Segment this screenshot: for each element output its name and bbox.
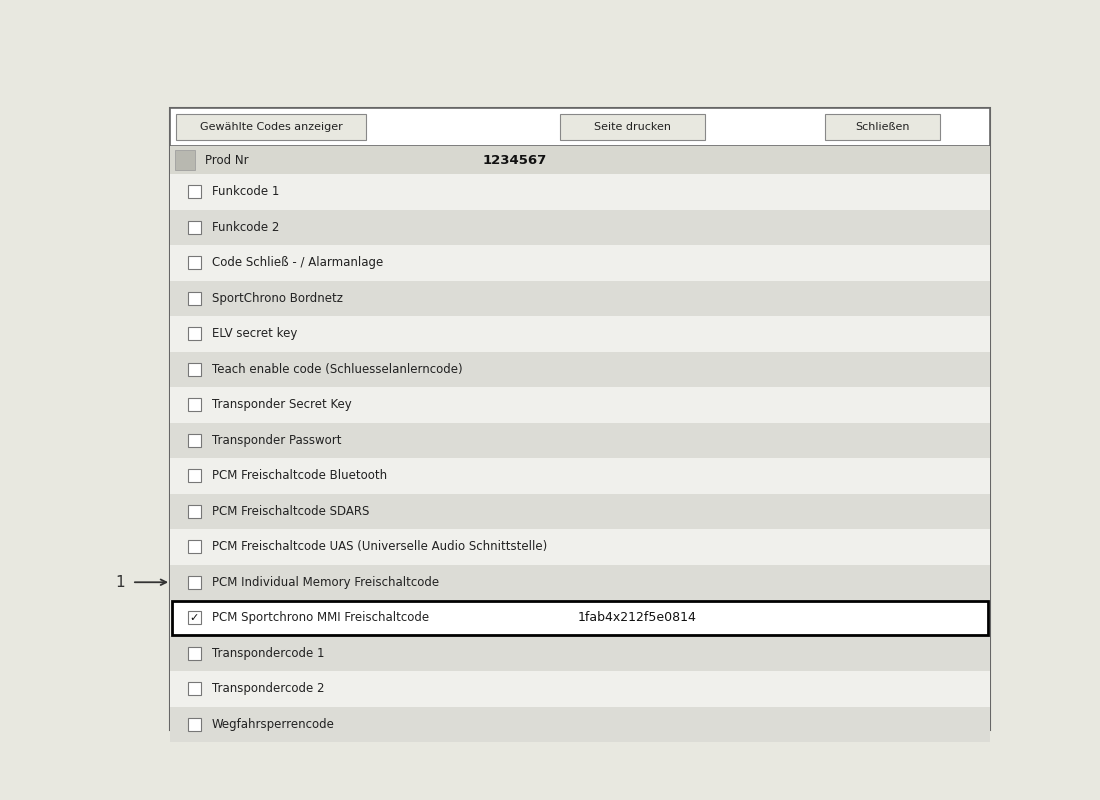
Bar [176, 114, 366, 140]
Text: PCM Individual Memory Freischaltcode: PCM Individual Memory Freischaltcode [212, 576, 439, 589]
Text: Funkcode 2: Funkcode 2 [212, 221, 279, 234]
Bar [188, 611, 201, 624]
Text: Wegfahrsperrencode: Wegfahrsperrencode [212, 718, 334, 730]
Bar [188, 646, 201, 660]
Bar [170, 146, 990, 174]
Text: Code Schließ - / Alarmanlage: Code Schließ - / Alarmanlage [212, 256, 383, 270]
Text: Prod Nr: Prod Nr [205, 154, 249, 166]
Bar [170, 281, 990, 316]
Bar [188, 576, 201, 589]
Ellipse shape [760, 335, 840, 445]
Text: Transpondercode 2: Transpondercode 2 [212, 682, 324, 695]
Text: Schließen: Schließen [856, 122, 910, 132]
Text: ✓: ✓ [190, 613, 199, 622]
Bar [188, 718, 201, 730]
Text: 1fab4x212f5e0814: 1fab4x212f5e0814 [578, 611, 696, 624]
Text: 1234567: 1234567 [482, 154, 547, 166]
Text: PORSCHE: PORSCHE [719, 295, 881, 325]
Bar [170, 494, 990, 529]
Bar [188, 434, 201, 446]
Bar [188, 256, 201, 270]
Text: SportChrono Bordnetz: SportChrono Bordnetz [212, 292, 343, 305]
Text: 1: 1 [116, 574, 124, 590]
Bar [170, 671, 990, 706]
Bar [170, 351, 990, 387]
Bar [825, 114, 940, 140]
Bar [170, 565, 990, 600]
Bar [170, 529, 990, 565]
Text: PCM Sportchrono MMI Freischaltcode: PCM Sportchrono MMI Freischaltcode [212, 611, 429, 624]
Bar [188, 505, 201, 518]
Bar [170, 245, 990, 281]
Bar [170, 210, 990, 245]
Text: Transponder Passwort: Transponder Passwort [212, 434, 341, 446]
Text: PCM Freischaltcode Bluetooth: PCM Freischaltcode Bluetooth [212, 470, 387, 482]
Text: Transponder Secret Key: Transponder Secret Key [212, 398, 352, 411]
Bar [170, 458, 990, 494]
Text: Transpondercode 1: Transpondercode 1 [212, 646, 324, 660]
Text: Seite drucken: Seite drucken [594, 122, 671, 132]
Bar [172, 601, 988, 634]
Bar [170, 316, 990, 351]
Text: Teach enable code (Schluesselanlerncode): Teach enable code (Schluesselanlerncode) [212, 362, 463, 376]
Bar [170, 706, 990, 742]
Text: PCM Freischaltcode UAS (Universelle Audio Schnittstelle): PCM Freischaltcode UAS (Universelle Audi… [212, 540, 548, 554]
Text: PCM Freischaltcode SDARS: PCM Freischaltcode SDARS [212, 505, 370, 518]
Bar [170, 108, 990, 146]
Bar [188, 221, 201, 234]
Bar [188, 540, 201, 554]
Bar [170, 108, 990, 730]
Bar [560, 114, 705, 140]
Bar [170, 600, 990, 635]
Bar [188, 398, 201, 411]
Text: Gewählte Codes anzeiger: Gewählte Codes anzeiger [199, 122, 342, 132]
Bar [188, 186, 201, 198]
Bar [188, 682, 201, 695]
Bar [188, 327, 201, 340]
Bar [170, 387, 990, 422]
Text: Funkcode 1: Funkcode 1 [212, 186, 279, 198]
Bar [188, 292, 201, 305]
Text: ELV secret key: ELV secret key [212, 327, 297, 340]
Bar [175, 150, 195, 170]
Bar [188, 362, 201, 376]
Bar [170, 422, 990, 458]
Text: a passion for parts since 1985: a passion for parts since 1985 [637, 472, 943, 588]
Bar [170, 635, 990, 671]
Bar [170, 174, 990, 210]
Bar [188, 470, 201, 482]
